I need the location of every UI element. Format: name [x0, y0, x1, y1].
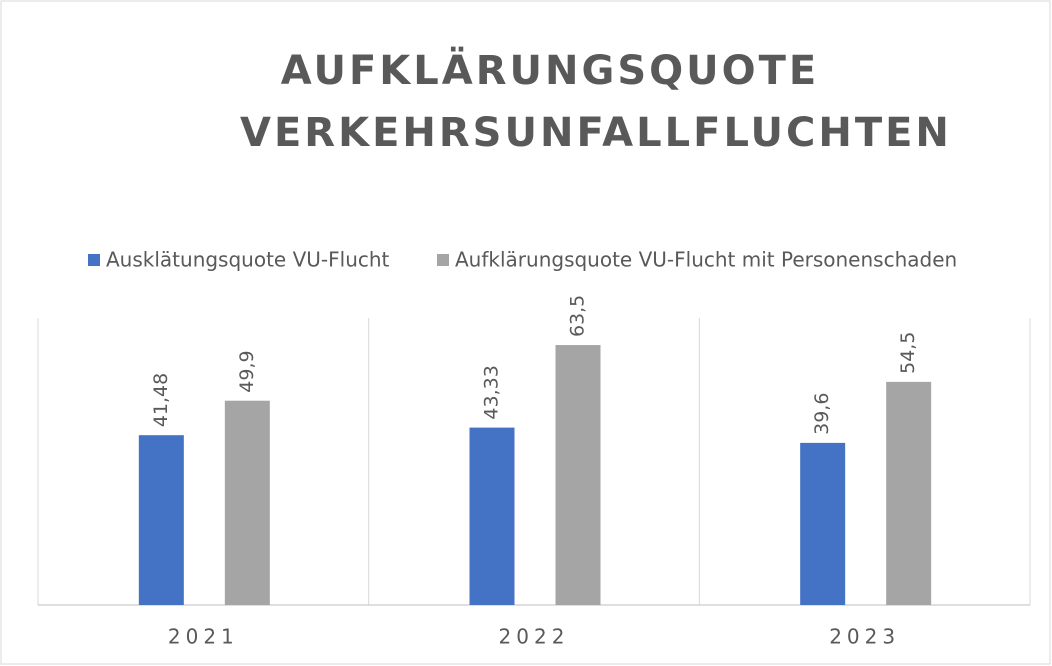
legend-label: Aufklärungsquote VU-Flucht mit Personens…	[455, 248, 957, 272]
chart-title: AUFKLÄRUNGSQUOTE VERKEHRSUNFALLFLUCHTEN	[240, 48, 952, 156]
bar	[555, 345, 601, 605]
legend-swatch	[88, 254, 100, 266]
legend-label: Ausklätungsquote VU-Flucht	[106, 248, 390, 272]
bar	[886, 381, 932, 605]
data-label: 54,5	[897, 332, 919, 374]
data-label: 39,6	[811, 393, 833, 435]
bar	[224, 400, 270, 605]
data-label: 41,48	[150, 373, 172, 427]
x-tick-label: 2023	[829, 625, 900, 649]
legend-swatch	[437, 254, 449, 266]
bar	[800, 442, 846, 605]
x-tick-label: 2022	[499, 625, 570, 649]
data-label: 63,5	[567, 295, 589, 337]
bar	[138, 435, 184, 605]
data-label: 43,33	[481, 365, 503, 419]
x-tick-label: 2021	[168, 625, 239, 649]
bar	[469, 427, 515, 605]
data-label: 49,9	[236, 350, 258, 392]
